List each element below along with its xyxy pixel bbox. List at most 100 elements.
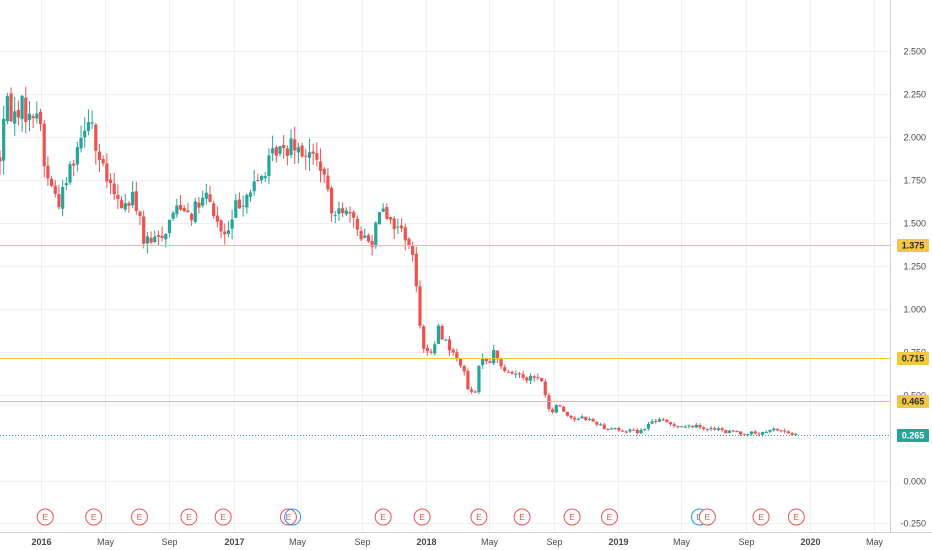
x-tick-label: May — [97, 537, 115, 547]
candle — [57, 184, 61, 210]
candle — [514, 370, 518, 378]
earnings-marker[interactable]: E — [698, 508, 716, 526]
candle — [90, 110, 94, 130]
y-tick-label: 2.500 — [903, 47, 926, 57]
candle — [352, 210, 356, 229]
candle — [101, 155, 105, 167]
x-tick-label: May — [289, 537, 307, 547]
candle — [650, 418, 654, 425]
candle — [42, 119, 46, 178]
earnings-marker[interactable]: E — [279, 508, 297, 526]
candle — [186, 202, 190, 213]
earnings-marker[interactable]: E — [374, 508, 392, 526]
last-price-badge — [897, 429, 929, 442]
candle — [282, 135, 286, 159]
candle — [621, 429, 625, 432]
candle — [119, 196, 124, 209]
candle — [672, 422, 676, 428]
earnings-marker[interactable]: E — [563, 508, 581, 526]
earnings-marker[interactable]: E — [36, 508, 54, 526]
candle — [72, 159, 76, 177]
candle — [256, 173, 260, 183]
candles — [0, 86, 798, 437]
candle — [344, 207, 348, 216]
earnings-marker[interactable]: E — [85, 508, 103, 526]
earnings-marker[interactable]: E — [470, 508, 488, 526]
candle — [632, 428, 636, 431]
candle — [167, 219, 172, 238]
candle — [628, 428, 632, 433]
candle — [274, 145, 278, 163]
candle — [134, 181, 138, 215]
candle — [646, 421, 651, 431]
candle — [326, 168, 330, 192]
svg-text:E: E — [42, 512, 48, 522]
candle — [499, 357, 503, 370]
earnings-marker[interactable]: E — [513, 508, 531, 526]
candle — [94, 123, 98, 165]
y-tick-label: 2.000 — [903, 133, 926, 143]
candle — [539, 377, 544, 382]
candle — [481, 353, 485, 370]
candle — [425, 344, 429, 356]
x-tick-label: Sep — [354, 537, 370, 547]
candle — [38, 108, 43, 132]
dividend-ring-marker[interactable] — [284, 508, 302, 526]
price-badges: 1.375 0.715 0.465 0.265 — [897, 239, 929, 442]
candle — [691, 425, 695, 428]
candle — [665, 419, 669, 423]
x-tick-label: 2019 — [608, 537, 628, 547]
candle — [668, 421, 673, 427]
candle — [263, 172, 267, 183]
candle — [643, 428, 647, 432]
candle — [591, 417, 595, 422]
candle — [311, 143, 315, 166]
candle — [171, 210, 175, 222]
candle — [13, 97, 17, 137]
y-tick-label: 1.000 — [903, 305, 926, 315]
candle — [108, 173, 113, 195]
candle — [495, 350, 499, 363]
earnings-marker[interactable]: E — [214, 508, 232, 526]
candle — [738, 431, 743, 436]
y-tick-label: 1.250 — [903, 262, 926, 272]
candle — [237, 192, 242, 209]
candle — [473, 390, 477, 393]
candle — [469, 386, 474, 394]
candle — [193, 197, 197, 224]
earnings-marker[interactable]: E — [787, 508, 805, 526]
earnings-marker[interactable]: E — [130, 508, 148, 526]
candle — [381, 203, 385, 213]
candle — [536, 373, 540, 380]
candle — [396, 218, 400, 235]
candle — [234, 193, 238, 219]
candle — [436, 323, 441, 345]
earnings-marker[interactable]: E — [752, 508, 770, 526]
candle — [775, 428, 779, 432]
candle — [285, 145, 289, 166]
candle — [772, 427, 776, 432]
svg-text:E: E — [137, 512, 143, 522]
svg-text:E: E — [380, 512, 386, 522]
candle — [606, 428, 610, 431]
candle — [64, 177, 68, 191]
candle — [624, 430, 628, 434]
candle — [112, 172, 116, 200]
candle — [613, 427, 617, 430]
candle — [716, 426, 721, 432]
earnings-marker[interactable]: E — [413, 508, 431, 526]
candle — [562, 405, 566, 413]
candle — [702, 426, 706, 431]
candle — [337, 201, 341, 221]
horizontal-levels — [0, 245, 890, 436]
earnings-marker[interactable]: E — [180, 508, 198, 526]
earnings-marker[interactable]: E — [600, 508, 618, 526]
candle — [440, 324, 444, 340]
candle — [377, 211, 382, 225]
candle — [547, 393, 551, 412]
candle — [551, 407, 555, 414]
candle — [35, 101, 39, 124]
candle — [215, 206, 219, 228]
x-tick-label: Sep — [546, 537, 562, 547]
candle — [0, 150, 2, 175]
